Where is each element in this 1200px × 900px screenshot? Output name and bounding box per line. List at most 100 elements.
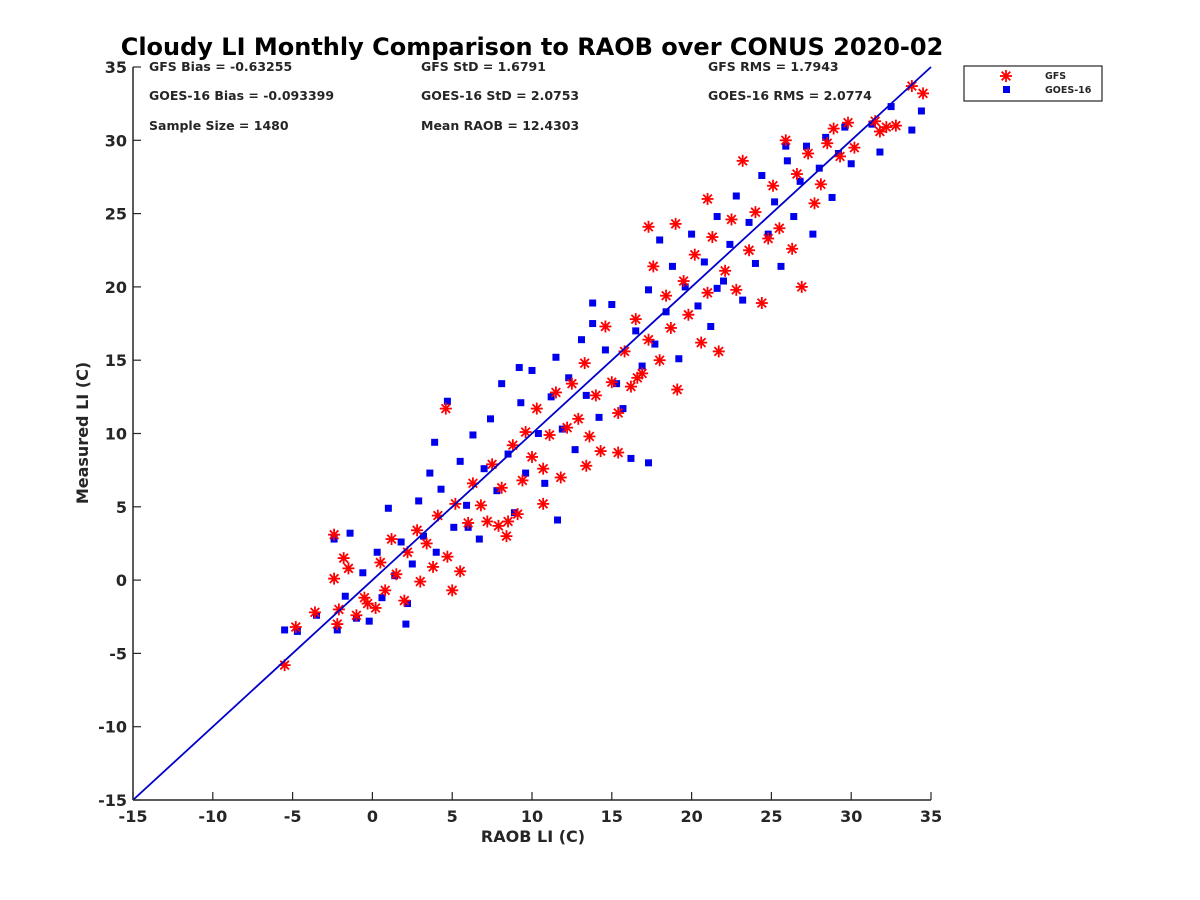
gfs-point-stroke [338,553,349,564]
gfs-point-stroke [309,607,320,618]
gfs-point-stroke [619,346,630,357]
gfs-point-stroke [702,193,713,204]
goes16-point [777,262,785,270]
gfs-point-stroke [527,451,537,462]
gfs-point [605,376,618,389]
gfs-point-stroke [399,595,410,606]
gfs-point-stroke [573,413,584,424]
stat-gfs-std: GFS StD = 1.6791 [421,59,546,74]
stat-goes-rms: GOES-16 RMS = 2.0774 [708,88,872,103]
gfs-point-stroke [544,430,555,440]
goes16-point [522,469,530,477]
gfs-point [580,459,593,472]
goes16-point [601,346,609,354]
gfs-point [786,242,799,255]
gfs-point-stroke [763,233,774,244]
gfs-point-stroke [290,622,301,632]
x-tick-label: 30 [840,807,862,826]
gfs-point [495,481,508,494]
gfs-point-stroke [648,261,659,272]
axes: -15 -10 -5 0 5 10 15 20 25 30 35 -15 -10 -5 0 5 10 15 20 25… [98,58,942,826]
goes16-point [281,626,289,634]
gfs-point-stroke [822,138,833,149]
gfs-point-stroke [279,660,290,671]
goes16-point [739,296,747,304]
legend-gfs-marker [1000,70,1012,82]
goes16-point [815,164,823,172]
goes16-point [547,393,555,401]
gfs-point [631,371,644,384]
gfs-point-stroke [835,151,845,162]
gfs-point-stroke [595,446,606,457]
goes16-point [645,286,653,294]
goes16-point [504,450,512,458]
goes16-point [645,459,653,467]
gfs-point [549,386,562,399]
gfs-point [642,333,655,346]
goes16-point [595,413,603,421]
gfs-point-stroke [683,309,694,320]
gfs-point [917,87,930,100]
chart-title: Cloudy LI Monthly Comparison to RAOB ove… [121,33,944,61]
gfs-point-stroke [843,117,853,128]
goes16-point [510,509,518,517]
gfs-point [701,192,714,205]
gfs-point [873,125,886,138]
x-tick-label: -5 [284,807,302,826]
gfs-point [561,421,574,434]
gfs-point-stroke [447,585,458,596]
goes16-point [707,322,715,330]
gfs-point [454,565,467,578]
y-tick-label: 20 [105,278,127,297]
gfs-point-stroke [380,585,391,596]
y-tick-label: 5 [116,498,127,517]
gfs-point [755,297,768,310]
gfs-point [379,584,392,597]
gfs-point [474,499,487,512]
gfs-point-stroke [590,390,601,401]
gfs-point-stroke [881,122,892,133]
gfs-point [642,220,655,233]
gfs-point-stroke [731,284,742,295]
goes16-point [577,336,585,344]
gfs-point-stroke [531,403,542,414]
gfs-point-stroke [343,563,354,574]
goes16-point [582,391,590,399]
x-tick-label: 5 [447,807,458,826]
goes16-point [803,142,811,150]
gfs-point-stroke [678,276,689,286]
gfs-point [537,462,550,475]
x-tick-label: 15 [601,807,623,826]
goes16-point [638,362,646,370]
goes16-point [758,171,766,179]
goes16-point [675,355,683,363]
gfs-point [328,528,341,541]
goes16-point [378,594,386,602]
gfs-point-stroke [625,381,636,392]
gfs-point-stroke [503,516,514,527]
stat-goes-std: GOES-16 StD = 2.0753 [421,88,579,103]
gfs-point [795,280,808,293]
gfs-point-stroke [375,557,386,568]
goes16-point [541,479,549,487]
gfs-point-stroke [579,358,590,369]
goes16-point [694,302,702,310]
gfs-point [530,402,543,415]
gfs-point-stroke [475,500,486,511]
y-tick-label: 30 [105,131,127,150]
gfs-point [481,515,494,528]
goes16-point [822,133,830,141]
reference-line [132,66,932,801]
gfs-point [578,357,591,370]
gfs-point [511,508,524,521]
gfs-point-stroke [828,123,839,134]
goes16-point [681,283,689,291]
x-tick-label: 25 [760,807,782,826]
goes16-point [589,320,597,328]
goes16-point [365,617,373,625]
gfs-point [880,121,893,134]
gfs-point-stroke [332,619,343,630]
goes16-point [558,425,566,433]
gfs-point-stroke [391,569,402,580]
gfs-point-stroke [333,604,344,615]
